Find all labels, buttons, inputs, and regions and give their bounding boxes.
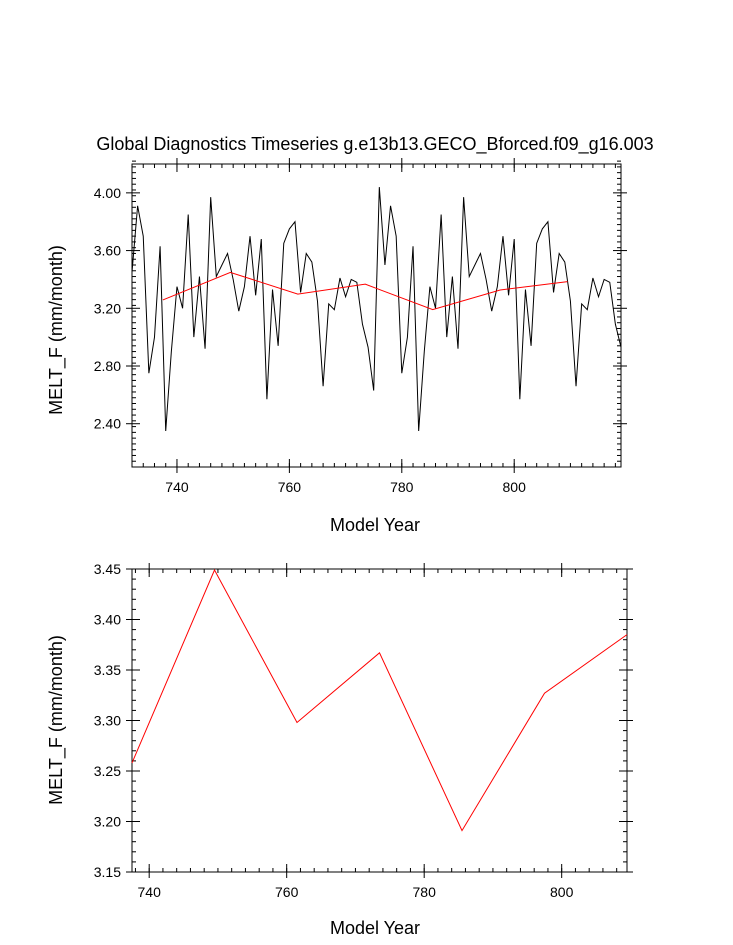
top-y-axis-label: MELT_F (mm/month): [46, 245, 67, 415]
x-tick-label: 740: [138, 884, 162, 900]
bottom-plot-area: 740 760 780 800 3.15 3.20 3.25 3.30 3.35 3.40 3.45: [94, 561, 633, 900]
y-tick-label: 2.80: [94, 358, 121, 374]
plot-frame: [131, 568, 628, 873]
bottom-x-axis-label: Model Year: [330, 918, 420, 938]
x-tick-label: 780: [413, 884, 437, 900]
y-tick-label: 3.25: [94, 763, 121, 779]
plot-frame: [131, 163, 622, 468]
x-tick-label: 800: [550, 884, 574, 900]
top-plot-area: 740 760 780 800 2.40 2.80 3.20 3.60 4.00: [94, 158, 627, 495]
y-tick-label: 2.40: [94, 416, 121, 432]
y-tick-label: 3.20: [94, 814, 121, 830]
y-tick-label: 4.00: [94, 185, 121, 201]
y-tick-label: 3.15: [94, 864, 121, 880]
x-tick-label: 800: [503, 479, 527, 495]
y-tick-label: 3.60: [94, 243, 121, 259]
x-tick-label: 780: [390, 479, 414, 495]
red-series-line: [162, 271, 568, 311]
bottom-chart-panel: 740 760 780 800 3.15 3.20 3.25 3.30 3.35 3.40 3.45…: [46, 561, 633, 938]
x-tick-label: 760: [278, 479, 302, 495]
y-tick-label: 3.20: [94, 300, 121, 316]
bottom-y-axis-label: MELT_F (mm/month): [46, 635, 67, 805]
red-series-line: [131, 568, 628, 832]
top-chart-panel: Global Diagnostics Timeseries g.e13b13.G…: [46, 134, 654, 535]
chart-title: Global Diagnostics Timeseries g.e13b13.G…: [96, 134, 653, 155]
x-tick-label: 740: [165, 479, 189, 495]
y-tick-label: 3.40: [94, 612, 121, 628]
y-tick-label: 3.45: [94, 561, 121, 577]
black-series-line: [131, 187, 622, 431]
y-tick-label: 3.35: [94, 662, 121, 678]
y-tick-label: 3.30: [94, 713, 121, 729]
top-x-axis-label: Model Year: [330, 515, 420, 535]
x-tick-label: 760: [275, 884, 299, 900]
